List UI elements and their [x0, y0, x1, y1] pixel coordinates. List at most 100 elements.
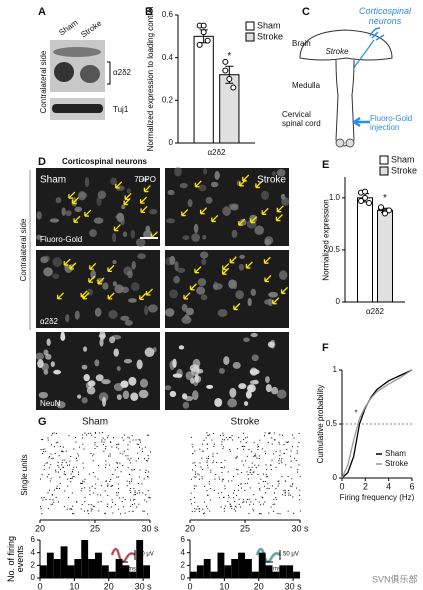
histogram-bar [224, 565, 232, 578]
column-label: Sham [40, 175, 66, 186]
spike [242, 432, 244, 434]
spike [285, 464, 287, 466]
spike [299, 475, 301, 477]
spike [237, 473, 239, 475]
cell [227, 398, 238, 408]
spike [288, 494, 290, 496]
spike [41, 452, 43, 454]
legend-swatch [245, 32, 255, 42]
spike [80, 508, 82, 510]
spike [123, 450, 125, 452]
cell [36, 211, 42, 220]
spike [206, 462, 208, 464]
annotation: * [383, 193, 387, 204]
y-axis-label: Normalized expression [320, 198, 330, 281]
spike [87, 432, 89, 434]
arrow [113, 224, 121, 232]
cell [232, 361, 241, 369]
spike [147, 458, 149, 460]
cell [238, 263, 245, 271]
spike [42, 499, 44, 501]
panel-label: C [302, 6, 310, 18]
spike [275, 466, 277, 468]
spike [134, 503, 136, 505]
spike [206, 448, 208, 450]
spike [206, 432, 208, 434]
spike [118, 488, 120, 490]
column-label: Stroke [257, 175, 286, 186]
spike [195, 473, 197, 475]
spike [258, 455, 260, 457]
y-tick-label: 1 [333, 365, 338, 374]
spike [117, 467, 119, 469]
spike [273, 453, 275, 455]
spike [255, 455, 257, 457]
panel-label: B [145, 6, 153, 18]
x-tick-label: 0 [37, 581, 42, 590]
spike [245, 442, 247, 444]
spike [288, 492, 290, 494]
cell [231, 229, 238, 238]
cell [43, 369, 49, 375]
cell [271, 171, 277, 176]
spike [81, 488, 83, 490]
histogram-bar [286, 565, 294, 578]
spike [55, 487, 57, 489]
legend-label: Sham [385, 449, 406, 458]
diagram-label: Stroke [325, 47, 349, 56]
cell [149, 208, 158, 215]
spike [247, 474, 249, 476]
cell [174, 261, 179, 271]
y-tick-label: 0 [31, 573, 36, 582]
spike [70, 508, 72, 510]
cell [235, 290, 244, 299]
spike [75, 441, 77, 443]
spike [219, 435, 221, 437]
spike [255, 467, 257, 469]
spike [259, 488, 261, 490]
spike [40, 506, 42, 508]
spike [246, 482, 248, 484]
arrow [84, 209, 92, 217]
row-label: NeuN [40, 399, 61, 408]
spike [73, 448, 75, 450]
spike [146, 501, 148, 503]
spike [287, 441, 289, 443]
x-tick-label: 30 s [141, 523, 159, 533]
spike [65, 474, 67, 476]
spike [104, 467, 106, 469]
spike [191, 511, 193, 513]
spike [112, 485, 114, 487]
spike [279, 455, 281, 457]
x-tick-label: 2 [363, 481, 368, 491]
cell [238, 383, 247, 390]
spike [131, 435, 133, 437]
spike [138, 490, 140, 492]
spike [221, 480, 223, 482]
spike [48, 467, 50, 469]
spike [51, 444, 53, 446]
arrow [272, 297, 280, 305]
cell [77, 394, 82, 399]
spike [105, 480, 107, 482]
spike [259, 439, 261, 441]
spike [265, 473, 267, 475]
spike [84, 496, 86, 498]
cell [217, 308, 228, 317]
band-label: Tuj1 [113, 105, 129, 114]
spike [128, 474, 130, 476]
spike [222, 478, 224, 480]
cell [164, 308, 175, 317]
spike [240, 483, 242, 485]
spike [132, 439, 134, 441]
spike [259, 504, 261, 506]
spike [70, 473, 72, 475]
spike [120, 471, 122, 473]
diagram-label: Brain [292, 39, 311, 48]
spike [265, 464, 267, 466]
arrow [71, 197, 80, 205]
data-point [226, 76, 233, 82]
category-label: α2δ2 [208, 148, 227, 157]
spike [55, 471, 57, 473]
